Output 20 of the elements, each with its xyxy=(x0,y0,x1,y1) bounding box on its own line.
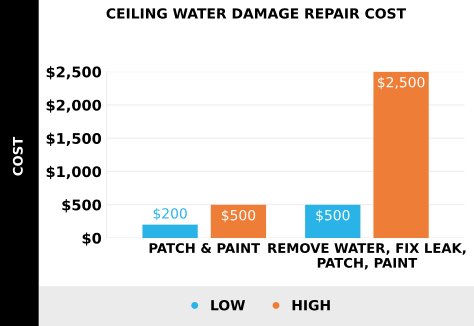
y-tick-label: $2,000 xyxy=(46,99,102,113)
data-label: $500 xyxy=(222,210,256,222)
x-tick-label: REMOVE WATER, FIX LEAK, PATCH, PAINT xyxy=(268,243,466,270)
bar xyxy=(305,204,360,238)
y-axis-title: COST xyxy=(12,136,23,176)
legend-label: LOW xyxy=(211,300,246,310)
legend-label: HIGH xyxy=(292,300,330,310)
bar xyxy=(373,72,429,238)
y-tick-label: $1,500 xyxy=(46,132,102,146)
bar xyxy=(210,204,266,238)
x-tick-label: PATCH & PAINT xyxy=(150,243,260,254)
chart-title: CEILING WATER DAMAGE REPAIR COST xyxy=(106,8,406,19)
data-label: $200 xyxy=(154,208,187,221)
y-tick-label: $500 xyxy=(62,199,102,212)
y-tick-label: $0 xyxy=(82,232,102,246)
y-tick-label: $2,500 xyxy=(46,66,102,80)
bar xyxy=(142,224,198,238)
data-label: $500 xyxy=(316,210,350,222)
y-tick-label: $1,000 xyxy=(46,166,102,180)
data-label: $2,500 xyxy=(378,76,424,90)
